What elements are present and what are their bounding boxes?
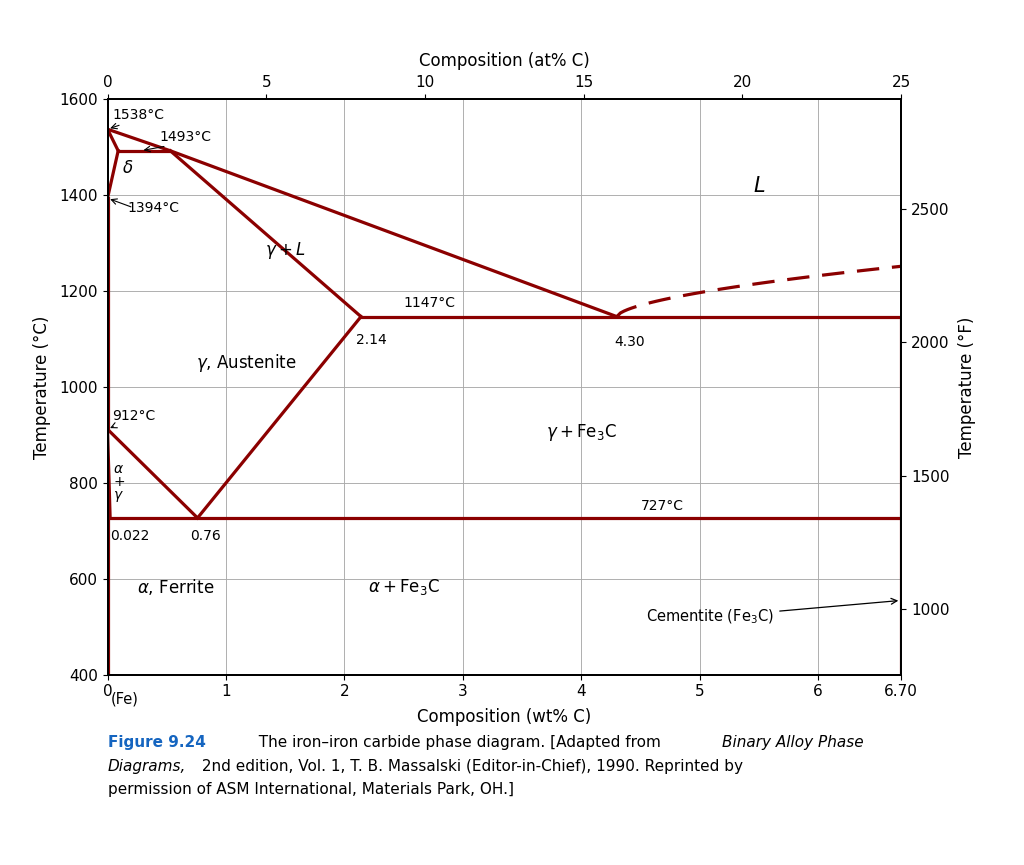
- Text: 0.022: 0.022: [111, 529, 150, 543]
- Text: Figure 9.24: Figure 9.24: [108, 735, 206, 750]
- Y-axis label: Temperature (°F): Temperature (°F): [957, 317, 976, 458]
- Text: The iron–iron carbide phase diagram. [Adapted from: The iron–iron carbide phase diagram. [Ad…: [249, 735, 666, 750]
- Text: Binary Alloy Phase: Binary Alloy Phase: [722, 735, 863, 750]
- Text: 727°C: 727°C: [641, 499, 684, 513]
- Text: $L$: $L$: [753, 176, 765, 195]
- Text: 0.76: 0.76: [190, 529, 221, 543]
- Text: 2.14: 2.14: [356, 333, 387, 348]
- Text: $\alpha$, Ferrite: $\alpha$, Ferrite: [137, 577, 215, 597]
- Y-axis label: Temperature (°C): Temperature (°C): [33, 316, 51, 458]
- X-axis label: Composition (at% C): Composition (at% C): [419, 53, 590, 70]
- Text: (Fe): (Fe): [111, 692, 138, 707]
- Text: 1147°C: 1147°C: [403, 297, 456, 311]
- Text: $\gamma + L$: $\gamma + L$: [265, 240, 305, 261]
- X-axis label: Composition (wt% C): Composition (wt% C): [417, 708, 592, 726]
- Text: 1538°C: 1538°C: [113, 108, 164, 123]
- Text: Diagrams,: Diagrams,: [108, 759, 186, 773]
- Text: 1493°C: 1493°C: [160, 130, 212, 144]
- Text: 4.30: 4.30: [614, 336, 645, 349]
- Text: Cementite (Fe$_3$C): Cementite (Fe$_3$C): [646, 599, 897, 626]
- Text: $\gamma$, Austenite: $\gamma$, Austenite: [197, 352, 297, 375]
- Text: $\delta$: $\delta$: [122, 159, 133, 177]
- Text: 1394°C: 1394°C: [128, 202, 179, 215]
- Text: 912°C: 912°C: [113, 408, 156, 423]
- Text: $\alpha$
+
$\gamma$: $\alpha$ + $\gamma$: [114, 462, 125, 503]
- Text: permission of ASM International, Materials Park, OH.]: permission of ASM International, Materia…: [108, 782, 513, 797]
- Text: $\alpha + \mathrm{Fe_3C}$: $\alpha + \mathrm{Fe_3C}$: [368, 577, 440, 597]
- Text: $\gamma + \mathrm{Fe_3C}$: $\gamma + \mathrm{Fe_3C}$: [546, 422, 616, 443]
- Text: 2nd edition, Vol. 1, T. B. Massalski (Editor-in-Chief), 1990. Reprinted by: 2nd edition, Vol. 1, T. B. Massalski (Ed…: [197, 759, 742, 773]
